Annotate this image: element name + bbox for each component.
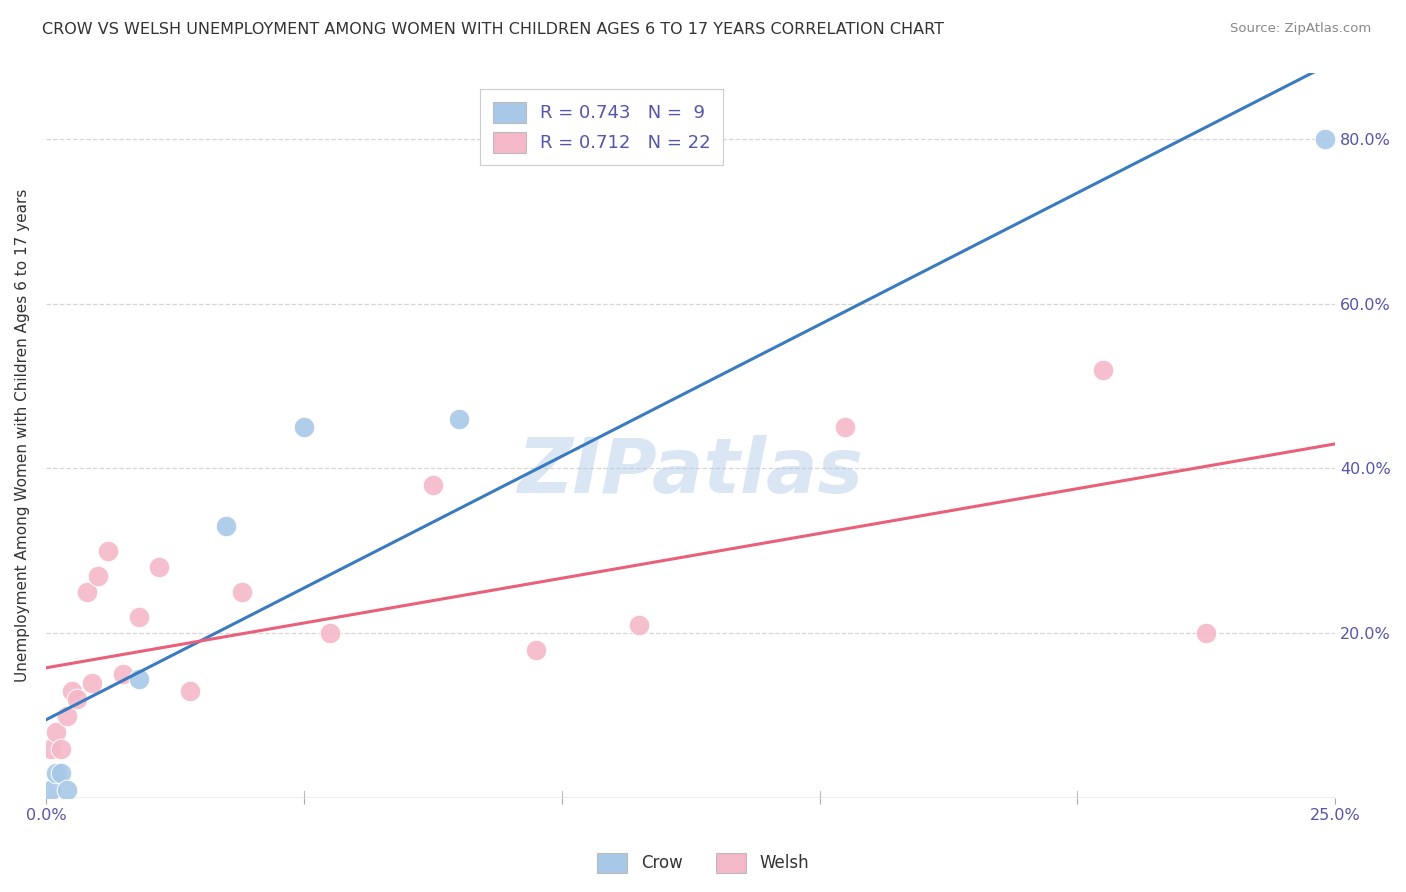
Point (86, 568, 108, 582)
Point (66, 692, 89, 706)
Point (215, 519, 238, 533)
Point (834, 420, 856, 434)
Point (292, 420, 315, 434)
Point (55, 782, 77, 797)
Point (231, 585, 253, 599)
Point (1092, 362, 1115, 376)
Point (39, 782, 62, 797)
Text: CROW VS WELSH UNEMPLOYMENT AMONG WOMEN WITH CHILDREN AGES 6 TO 17 YEARS CORRELAT: CROW VS WELSH UNEMPLOYMENT AMONG WOMEN W… (42, 22, 945, 37)
Point (112, 667, 135, 681)
Point (318, 626, 340, 640)
Point (51, 766, 73, 780)
Point (128, 609, 150, 624)
Point (82, 675, 104, 690)
Point (60, 684, 83, 698)
Point (39, 741, 62, 756)
Point (628, 618, 651, 632)
Point (422, 478, 444, 492)
Point (76, 585, 98, 599)
Point (148, 560, 170, 574)
Point (179, 684, 201, 698)
Point (97, 544, 120, 558)
Point (447, 412, 470, 426)
Y-axis label: Unemployment Among Women with Children Ages 6 to 17 years: Unemployment Among Women with Children A… (15, 189, 30, 682)
Legend: R = 0.743   N =  9, R = 0.712   N = 22: R = 0.743 N = 9, R = 0.712 N = 22 (481, 89, 723, 165)
Point (524, 642, 547, 657)
Text: Source: ZipAtlas.com: Source: ZipAtlas.com (1230, 22, 1371, 36)
Legend: Crow, Welsh: Crow, Welsh (591, 847, 815, 880)
Point (1195, 626, 1218, 640)
Point (55, 708, 77, 723)
Point (51, 741, 73, 756)
Point (45, 725, 67, 739)
Point (45, 766, 67, 780)
Point (128, 672, 150, 686)
Text: ZIPatlas: ZIPatlas (517, 434, 863, 508)
Point (1313, 132, 1336, 146)
